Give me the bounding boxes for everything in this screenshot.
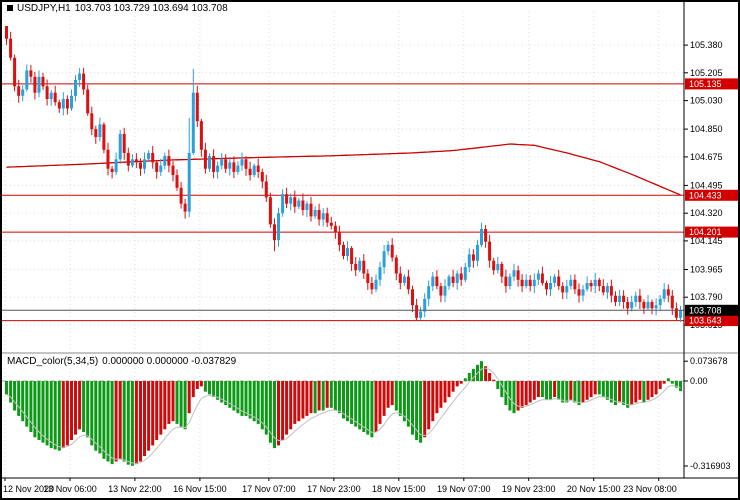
- macd-axis: 0.073678 0.00 -0.316903: [684, 356, 731, 471]
- price-tick-label: 104.495: [690, 180, 723, 190]
- price-tick-label: 103.965: [690, 265, 723, 275]
- level-price-badge-label: 104.201: [689, 227, 722, 237]
- time-tick-label: 17 Nov 07:00: [242, 484, 296, 494]
- time-tick-label: 17 Nov 23:00: [307, 484, 361, 494]
- macd-indicator-values: 0.000000 0.000000 -0.037829: [102, 356, 237, 367]
- macd-header: MACD_color(5,34,5) 0.000000 0.000000 -0.0…: [7, 356, 240, 367]
- level-price-badge: [685, 226, 739, 238]
- time-tick-label: 16 Nov 15:00: [173, 484, 227, 494]
- time-tick-label: 23 Nov 08:00: [623, 484, 677, 494]
- time-tick-label: 12 Nov 2020: [3, 484, 54, 494]
- price-tick-label: 104.675: [690, 152, 723, 162]
- level-price-badge-label: 105.135: [689, 79, 722, 89]
- current-price-badge: [685, 304, 739, 316]
- ma-line: [6, 143, 681, 196]
- time-tick-label: 19 Nov 23:00: [502, 484, 556, 494]
- time-tick-label: 18 Nov 15:00: [372, 484, 426, 494]
- level-price-badge-label: 104.433: [689, 190, 722, 200]
- time-tick-label: 19 Nov 07:00: [437, 484, 491, 494]
- macd-indicator-name: MACD_color(5,34,5): [7, 356, 99, 367]
- symbol-ohlc-header: USDJPY,H1 103.703 103.729 103.694 103.708: [7, 3, 232, 14]
- macd-signal-line: [6, 367, 681, 464]
- macd-tick-label: -0.316903: [690, 461, 731, 471]
- price-tick-label: 105.380: [690, 40, 723, 50]
- time-tick-label: 20 Nov 15:00: [567, 484, 621, 494]
- price-tick-label: 104.320: [690, 208, 723, 218]
- level-price-badge: [685, 189, 739, 201]
- price-tick-label: 105.030: [690, 96, 723, 106]
- time-tick-label: 13 Nov 06:00: [43, 484, 97, 494]
- macd-histogram: [5, 361, 682, 466]
- pane-separators: [0, 0, 740, 479]
- price-tick-label: 103.790: [690, 292, 723, 302]
- symbol-timeframe-label: USDJPY,H1: [17, 3, 71, 14]
- price-tick-label: 104.850: [690, 124, 723, 134]
- ohlc-values: 103.703 103.729 103.694 103.708: [74, 3, 228, 14]
- macd-tick-label: 0.073678: [690, 356, 728, 366]
- macd-tick-label: 0.00: [690, 376, 708, 386]
- price-tick-label: 104.145: [690, 236, 723, 246]
- level-price-badge: [685, 78, 739, 90]
- level-price-badge: [685, 315, 739, 327]
- candlesticks: [5, 26, 682, 323]
- chart-bullet-icon: [7, 5, 13, 11]
- current-price-badge-label: 103.708: [689, 305, 722, 315]
- level-price-badge-label: 103.643: [689, 316, 722, 326]
- price-tick-label: 105.205: [690, 68, 723, 78]
- time-tick-label: 13 Nov 22:00: [108, 484, 162, 494]
- sr-level-lines: [2, 83, 684, 322]
